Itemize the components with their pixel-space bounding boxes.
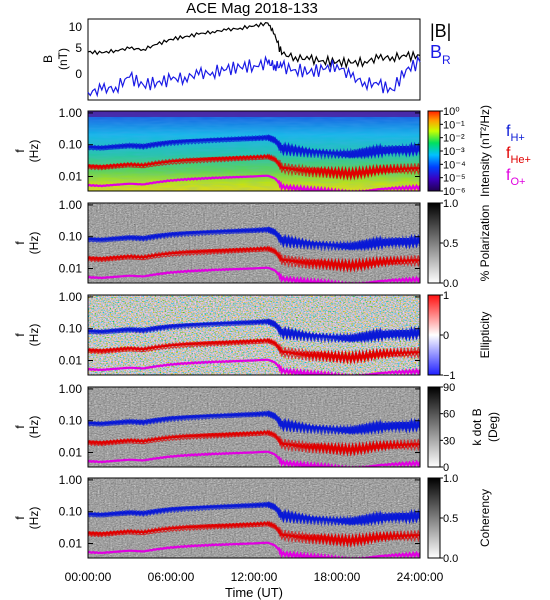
ylabel-f: f [13,241,27,245]
b-ylabel-1: B [41,55,55,63]
legend-fO: fO+ [506,167,525,188]
ytick-label: 0.01 [59,446,83,460]
ylabel-hz: (Hz) [27,324,41,347]
colorbar-tick: 0 [443,462,449,474]
line-fO [88,541,420,558]
colorbar-tick: 10⁻² [443,133,465,145]
colorbar-label: Coherency [478,489,492,547]
ytick-label: 1.00 [59,473,83,487]
colorbar-label: (Deg) [486,412,500,442]
ytick-label: 0.01 [59,354,83,368]
b-tick-5: 5 [75,41,82,55]
panel-polarization: 1.00 0.10 0.01 f (Hz) 1.0 0.5 0.0 % Polarization [13,198,492,290]
colorbar [427,386,441,468]
colorbar-tick: 1.0 [443,473,458,485]
ylabel-hz: (Hz) [27,416,41,439]
freq-legend: fH+ fHe+ fO+ [506,123,531,188]
colorbar-tick: 1.0 [443,198,458,210]
colorbar-tick: 10⁻³ [443,146,465,158]
colorbar-tick: 0.5 [443,238,458,250]
ylabel-f: f [13,149,27,153]
colorbar [427,202,441,284]
ylabel-hz: (Hz) [27,140,41,163]
legend-fH: fH+ [506,123,525,144]
line-fO [88,174,420,191]
colorbar-tick: 0 [443,330,449,342]
colorbar [427,110,441,192]
colorbar-label: Ellipticity [478,312,492,359]
line-br [87,55,421,98]
xtick-18: 18:00:00 [314,570,361,584]
colorbar-tick: 1 [443,290,449,302]
ytick-label: 1.00 [59,198,83,212]
panel-ellipticity: 1.00 0.10 0.01 f (Hz) 1 0 −1 Ellipticity [13,290,492,382]
x-axis-label: Time (UT) [225,585,283,600]
b-tick-10: 10 [69,20,83,34]
ytick-label: 0.10 [59,505,83,519]
xtick-24: 24:00:00 [397,570,444,584]
line-fO [88,450,420,467]
xtick-12: 12:00:00 [231,570,278,584]
panel-coherency: 1.00 0.10 0.01 f (Hz) 1.0 0.5 0.0 Coherency [13,473,492,565]
ylabel-hz: (Hz) [27,507,41,530]
ytick-label: 1.00 [59,382,83,396]
legend-babs: |B| [430,21,451,41]
colorbar-tick: 90 [443,382,455,394]
colorbar-tick: 10⁻¹ [443,119,465,131]
line-babs [87,21,421,70]
colorbar [427,477,441,559]
ylabel-f: f [13,425,27,429]
colorbar-tick: 60 [443,409,455,421]
b-ylabel-2: (nT) [56,48,70,70]
ylabel-f: f [13,333,27,337]
ylabel-f: f [13,516,27,520]
ytick-label: 0.10 [59,230,83,244]
xtick-00: 00:00:00 [65,570,112,584]
colorbar-label: Intensity (nT²/Hz) [478,105,492,197]
ytick-label: 0.01 [59,537,83,551]
colorbar-tick: 0.0 [443,278,458,290]
b-tick-0: 0 [75,67,82,81]
colorbar-tick: 10⁻⁴ [443,159,466,171]
colorbar [427,294,441,376]
ytick-label: 0.01 [59,262,83,276]
xtick-06: 06:00:00 [148,570,195,584]
colorbar-tick: 10⁰ [443,106,460,118]
line-fO [88,358,420,375]
colorbar-tick: 0.5 [443,513,458,525]
ytick-label: 0.01 [59,170,83,184]
ytick-label: 1.00 [59,106,83,120]
colorbar-tick: 0.0 [443,553,458,565]
plot-title: ACE Mag 2018-133 [186,0,318,17]
colorbar-tick: 10⁻⁵ [443,173,466,185]
legend-fHe: fHe+ [506,145,531,166]
colorbar-label: k dot B [470,408,484,445]
panel-wave-normal-angle: 1.00 0.10 0.01 f (Hz) 90 60 30 0 k dot B (Deg) [13,382,500,474]
ytick-label: 0.10 [59,138,83,152]
ytick-label: 0.10 [59,414,83,428]
ytick-label: 0.10 [59,322,83,336]
ytick-label: 1.00 [59,290,83,304]
colorbar-tick: 30 [443,435,455,447]
line-fO [88,266,420,283]
colorbar-label: % Polarization [478,205,492,282]
panel-b-field: 10 5 0 B (nT) |B| BR [41,18,451,101]
colorbar-tick: 10⁻⁶ [443,186,466,198]
colorbar-tick: −1 [443,370,456,382]
legend-br: BR [430,42,451,67]
ylabel-hz: (Hz) [27,232,41,255]
